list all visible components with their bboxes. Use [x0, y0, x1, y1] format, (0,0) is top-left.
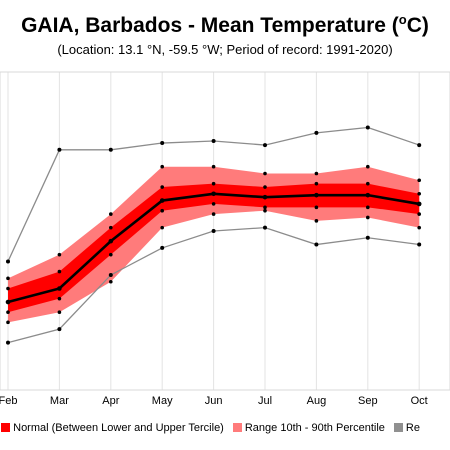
legend-swatch-1 — [1, 423, 11, 433]
p90-point-jun — [211, 164, 216, 169]
tercile-lower-point-jun — [211, 202, 216, 206]
record-min-point-jul — [263, 225, 267, 230]
mean-point-may — [159, 198, 165, 203]
record-min-point-mar — [57, 327, 62, 332]
p10-point-apr — [109, 279, 113, 284]
record-min-point-oct — [417, 242, 422, 247]
tercile-lower-point-may — [160, 208, 164, 213]
p10-point-sep — [366, 215, 370, 220]
p10-point-jun — [211, 212, 216, 216]
record-max-point-jul — [263, 143, 267, 148]
tick-label-jun: Jun — [205, 395, 223, 407]
mean-point-oct — [416, 201, 422, 207]
chart-title-degree: o — [398, 12, 407, 27]
tick-label-may: May — [152, 395, 173, 407]
p10-point-mar — [57, 310, 62, 314]
p90-point-may — [160, 164, 164, 169]
mean-point-feb — [5, 299, 11, 305]
legend-label-3: Re — [405, 422, 420, 435]
record-max-point-oct — [417, 143, 422, 148]
tercile-lower-point-apr — [109, 252, 113, 257]
legend-item-1: Normal (Between Lower and Upper Tercile) — [1, 422, 224, 434]
tick-label-aug: Aug — [307, 395, 327, 407]
legend-item-2: Range 10th - 90th Percentile — [232, 422, 385, 435]
chart-subtitle: (Location: 13.1 °N, -59.5 °W; Period of … — [57, 42, 393, 57]
p10-point-jul — [263, 208, 267, 213]
p90-point-aug — [314, 171, 319, 176]
tick-label-oct: Oct — [411, 395, 428, 407]
x-axis-ticks: Feb Mar Apr May Jun Jul Aug Sep Oct — [0, 395, 428, 407]
mean-point-aug — [314, 192, 319, 198]
tercile-lower-point-sep — [366, 205, 370, 210]
tercile-lower-point-mar — [57, 296, 62, 301]
legend-label-1: Normal (Between Lower and Upper Tercile) — [13, 422, 224, 435]
chart-title: GAIA, Barbados - Mean Temperature (oC) — [0, 12, 450, 38]
legend-item-3: Re — [393, 422, 420, 435]
mean-point-apr — [108, 238, 114, 244]
record-min-point-feb — [6, 340, 10, 345]
tercile-upper-point-aug — [314, 181, 319, 186]
mean-point-jun — [211, 191, 216, 197]
record-min-point-apr — [108, 272, 113, 277]
record-max-point-apr — [108, 147, 113, 152]
p10-point-may — [160, 225, 164, 230]
legend-swatch-2 — [232, 423, 242, 433]
record-max-point-may — [160, 141, 165, 146]
chart-title-unit: C) — [406, 14, 429, 37]
tick-label-apr: Apr — [102, 395, 119, 407]
p90-point-sep — [366, 164, 370, 169]
record-min-point-may — [160, 245, 165, 250]
p90-point-oct — [417, 178, 422, 183]
p10-point-feb — [6, 320, 10, 325]
p90-point-mar — [57, 252, 62, 257]
tercile-upper-point-jun — [211, 181, 216, 186]
tercile-lower-point-jul — [263, 205, 267, 210]
p10-point-aug — [314, 219, 319, 223]
chart-title-text: GAIA, Barbados - Mean Temperature ( — [21, 14, 399, 37]
tick-label-mar: Mar — [50, 395, 69, 407]
tercile-upper-point-apr — [109, 225, 113, 230]
record-min-point-aug — [314, 242, 319, 247]
tercile-upper-point-feb — [6, 286, 10, 291]
record-max-point-sep — [365, 125, 370, 130]
p90-point-jul — [263, 171, 267, 176]
p90-point-apr — [109, 212, 113, 216]
record-min-point-jun — [211, 229, 216, 233]
chart-points — [5, 125, 422, 345]
tercile-upper-point-jul — [263, 185, 267, 189]
tercile-upper-point-mar — [57, 269, 62, 274]
record-min-point-sep — [365, 235, 370, 240]
mean-point-sep — [365, 192, 371, 198]
tercile-upper-point-may — [160, 185, 164, 189]
p90-point-feb — [6, 276, 10, 281]
tercile-lower-point-aug — [314, 205, 319, 210]
record-max-point-feb — [6, 259, 10, 264]
record-max-point-jun — [211, 139, 216, 144]
tercile-upper-point-sep — [366, 181, 370, 186]
record-max-point-mar — [57, 147, 62, 152]
record-max-point-aug — [314, 130, 319, 135]
legend-label-2: Range 10th - 90th Percentile — [244, 422, 385, 435]
plot-area-border — [0, 71, 450, 391]
p10-point-oct — [417, 225, 422, 230]
tercile-upper-point-oct — [417, 191, 422, 196]
tercile-lower-point-oct — [417, 212, 422, 216]
mean-point-jul — [262, 194, 268, 200]
chart-legend: nNormal (Between Lower and Upper Tercile… — [0, 422, 429, 434]
tick-label-feb: Feb — [0, 395, 17, 407]
mean-point-mar — [57, 286, 62, 291]
tick-label-jul: Jul — [258, 395, 272, 407]
tick-label-sep: Sep — [358, 395, 378, 407]
legend-swatch-3 — [393, 423, 403, 433]
tercile-lower-point-feb — [6, 310, 10, 314]
